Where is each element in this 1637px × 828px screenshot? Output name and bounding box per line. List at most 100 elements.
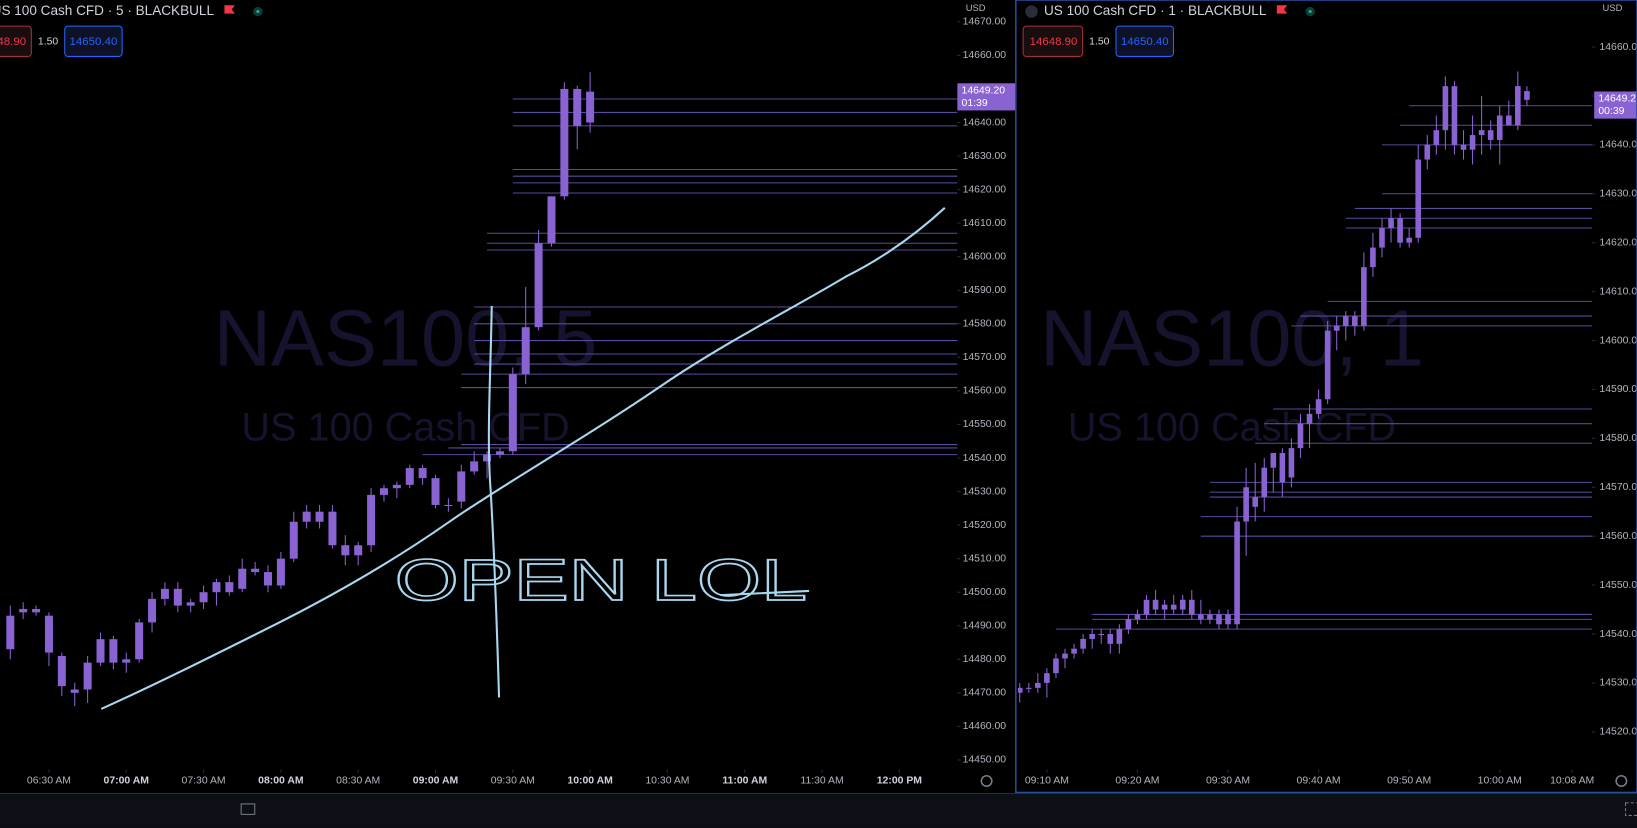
candle-body	[1116, 629, 1123, 644]
date-range-icon[interactable]	[240, 803, 256, 815]
candle-body	[405, 468, 414, 485]
candle-body	[1515, 86, 1521, 126]
candle-body	[379, 488, 388, 495]
candle-body	[276, 558, 285, 586]
x-tick-label: 09:20 AM	[1115, 776, 1159, 787]
symbol-icon	[1025, 5, 1038, 18]
candle-body	[1379, 228, 1385, 248]
candle-body	[1207, 614, 1213, 620]
y-tick-label: 14560.00	[1599, 531, 1637, 542]
candle-body	[1433, 130, 1440, 145]
bid-price[interactable]: 14648.90	[0, 36, 26, 48]
candle-body	[444, 504, 453, 507]
spread: 1.50	[1089, 37, 1110, 48]
y-tick-label: 14560.00	[963, 386, 1007, 397]
bottom-toolbar	[0, 793, 1637, 828]
candle-body	[1460, 144, 1467, 150]
candle-body	[160, 588, 169, 599]
candle-body	[1524, 91, 1530, 100]
x-tick-label: 09:10 AM	[1025, 776, 1069, 787]
candle-body	[1388, 218, 1394, 229]
candle-body	[1098, 634, 1105, 636]
candle-body	[1125, 619, 1132, 630]
candle-body	[148, 598, 157, 623]
flag-icon	[1276, 5, 1288, 14]
candle-body	[1297, 423, 1304, 449]
candle-body	[1415, 159, 1422, 238]
candle-body	[392, 484, 401, 489]
y-tick-label: 14630.00	[963, 151, 1007, 162]
x-tick-label: 09:30 AM	[1206, 776, 1250, 787]
candle-body	[418, 468, 427, 479]
hand-drawn-trend	[100, 207, 946, 710]
candle-body	[1342, 316, 1349, 326]
candle-body	[586, 91, 595, 123]
y-tick-label: 14600.00	[1599, 335, 1637, 346]
ask-price[interactable]: 14650.40	[1121, 36, 1169, 48]
y-tick-label: 14580.00	[1599, 433, 1637, 444]
candle-body	[457, 471, 466, 502]
candle-body	[1279, 453, 1286, 483]
y-tick-label: 14630.00	[1599, 189, 1637, 200]
y-tick-label: 14540.00	[1599, 629, 1637, 640]
x-tick-label: 10:00 AM	[1478, 776, 1522, 787]
candle-body	[1044, 673, 1050, 683]
candle-body	[1225, 614, 1231, 625]
candle-body	[1406, 237, 1412, 243]
flag-icon	[224, 5, 235, 14]
ask-price[interactable]: 14650.40	[70, 36, 118, 48]
candle-body	[470, 461, 479, 472]
y-tick-label: 14590.00	[1599, 384, 1637, 395]
candle-body	[212, 582, 221, 593]
last-price: 14649.20	[1598, 94, 1637, 105]
candle-body	[1143, 599, 1150, 615]
hand-drawn-open-line	[487, 305, 501, 698]
fullscreen-icon[interactable]	[1624, 802, 1637, 816]
candle-body	[1324, 330, 1331, 400]
x-tick-label: 08:00 AM	[258, 776, 303, 787]
currency: USD	[1603, 2, 1623, 13]
candle-body	[534, 243, 543, 328]
ask-box[interactable]	[1115, 25, 1174, 57]
settings-icon[interactable]	[1615, 774, 1628, 787]
candle-body	[1333, 325, 1340, 331]
x-tick-label: 09:00 AM	[413, 776, 458, 787]
x-tick-label: 07:00 AM	[104, 776, 149, 787]
bid-box[interactable]	[1022, 25, 1084, 57]
spread: 1.50	[38, 37, 59, 48]
x-tick-label: 11:30 AM	[800, 776, 843, 787]
y-tick-label: 14660.00	[1599, 42, 1637, 53]
candle-body	[302, 511, 311, 522]
candle-body	[1487, 130, 1494, 140]
candle-body	[1478, 130, 1485, 136]
bid-price[interactable]: 14648.90	[1030, 36, 1078, 48]
bid-box[interactable]	[0, 25, 32, 57]
y-tick-label: 14640.00	[963, 117, 1007, 128]
candle-body	[1370, 247, 1376, 268]
candle-body	[1107, 634, 1114, 644]
hand-drawn-underline	[720, 589, 810, 597]
candle-body	[354, 545, 363, 556]
settings-icon[interactable]	[980, 774, 993, 787]
candle-body	[367, 494, 376, 546]
candle-body	[1270, 453, 1277, 468]
y-tick-label: 14570.00	[963, 352, 1007, 363]
candle-body	[186, 602, 195, 606]
candle-body	[1134, 614, 1141, 620]
watermark-subtitle: US 100 Cash CFD	[1068, 406, 1396, 450]
candle-body	[32, 608, 41, 613]
y-tick-label: 14470.00	[963, 688, 1007, 699]
y-tick-label: 14640.00	[1599, 140, 1637, 151]
candle-body	[521, 327, 530, 375]
x-tick-label: 12:00 PM	[877, 776, 922, 787]
x-tick-label: 09:40 AM	[1297, 776, 1341, 787]
candle-body	[1496, 115, 1503, 140]
candle-body	[328, 511, 337, 546]
ask-box[interactable]	[64, 25, 123, 57]
y-tick-label: 14620.00	[963, 184, 1007, 195]
candle-body	[135, 622, 144, 660]
y-tick-label: 14510.00	[963, 553, 1007, 564]
watermark: NAS100, 1	[1040, 294, 1424, 383]
candle-body	[431, 478, 440, 505]
